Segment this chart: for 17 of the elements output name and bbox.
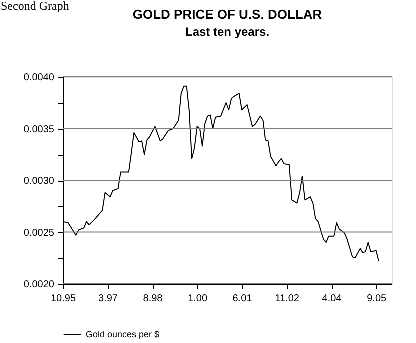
- y-tick-label: 0.0020: [24, 280, 55, 290]
- y-tick-label: 0.0040: [24, 72, 55, 84]
- y-tick-label: 0.0030: [24, 176, 55, 187]
- x-tick-label: 11.02: [275, 294, 300, 304]
- x-tick-label: 6.01: [232, 294, 253, 304]
- x-tick-label: 9.05: [367, 294, 388, 304]
- x-tick-label: 8.98: [143, 294, 164, 304]
- x-tick-label: 1.00: [188, 294, 208, 304]
- x-tick-label: 4.04: [322, 294, 342, 304]
- x-tick-label: 10.95: [50, 294, 76, 304]
- chart-subtitle: Last ten years.: [185, 25, 270, 39]
- y-tick-label: 0.0025: [24, 228, 55, 239]
- y-tick-label: 0.0035: [24, 124, 55, 136]
- text: Second Graph: [1, 0, 70, 13]
- legend-label: Gold ounces per $: [86, 330, 160, 340]
- x-tick-label: 3.97: [98, 294, 118, 304]
- chart-title: GOLD PRICE OF U.S. DOLLAR: [132, 7, 323, 22]
